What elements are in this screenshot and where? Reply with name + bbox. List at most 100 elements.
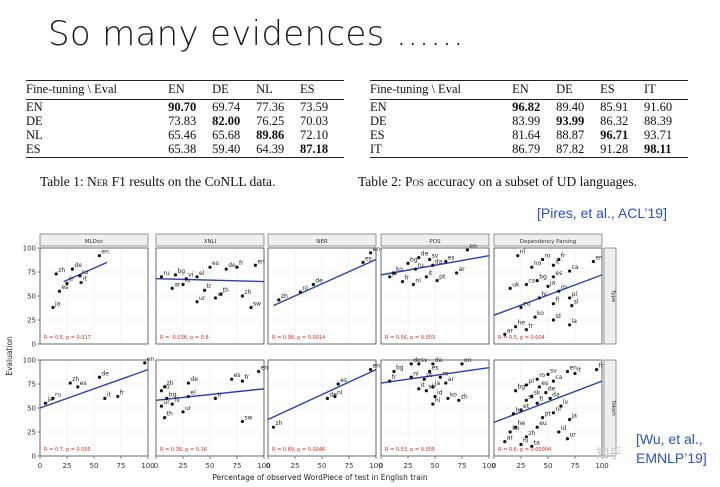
point-label: da (552, 391, 560, 398)
point-label: tr (207, 283, 212, 290)
point-label: vi (188, 272, 194, 279)
point-label: ro (539, 372, 545, 379)
point-label: ar (174, 281, 181, 288)
x-tick-label: 25 (291, 462, 300, 470)
data-point (97, 375, 101, 379)
data-point (530, 265, 534, 269)
table-row: ES 81.64 88.87 96.71 93.71 (370, 128, 688, 142)
data-point (544, 391, 548, 395)
point-label: da (435, 357, 443, 364)
point-label: ko (450, 391, 457, 398)
table-cell: 72.10 (300, 128, 329, 142)
point-label: hi (435, 397, 441, 404)
data-point (277, 298, 281, 302)
table-cell: 89.86 (256, 128, 285, 142)
data-point (537, 296, 541, 300)
caption-suffix: accuracy on a subset of UD languages. (424, 174, 637, 189)
caption-task: Pos (405, 174, 425, 189)
table-cell: 96.71 (600, 128, 629, 142)
point-label: th (223, 287, 229, 294)
data-point (546, 372, 550, 376)
data-point (530, 394, 534, 399)
point-label: ur (569, 432, 576, 439)
point-label: bg (410, 256, 418, 263)
point-label: ar (507, 327, 514, 334)
data-point (557, 257, 561, 262)
scatter-grid-figure: MLDoc XNLI NER POS Dependency Parsing Type Tok… (0, 228, 630, 487)
point-label: da (435, 258, 443, 265)
data-point (409, 362, 413, 366)
column-header-it: IT (644, 80, 688, 100)
data-point (257, 369, 261, 374)
point-label: ar (448, 376, 455, 383)
data-point (230, 377, 234, 381)
point-label: ro (561, 284, 567, 291)
point-label: ar (507, 435, 514, 442)
data-point (181, 282, 185, 287)
data-point (422, 377, 426, 381)
data-point (97, 254, 101, 258)
data-point (541, 257, 545, 262)
point-label: pl (528, 378, 534, 385)
column-header-es: ES (300, 80, 344, 100)
table-row: EN 90.70 69.74 77.36 73.59 (26, 100, 344, 115)
table-cell: 88.87 (556, 128, 585, 142)
data-point (524, 282, 529, 287)
point-label: ru (82, 269, 88, 276)
point-label: fr (405, 275, 410, 282)
point-label: fr (120, 389, 125, 396)
data-point (557, 430, 561, 434)
data-point (559, 404, 563, 408)
column-header-en: EN (512, 80, 557, 100)
point-label: zh (58, 267, 65, 274)
data-point (514, 389, 518, 393)
data-point (511, 412, 516, 416)
x-tick-label: 100 (595, 462, 608, 470)
table-cell: 98.11 (644, 142, 688, 158)
point-label: ja (549, 279, 556, 286)
data-point (224, 267, 228, 271)
row-label: ES (26, 142, 169, 158)
data-point (79, 280, 83, 285)
data-point (508, 430, 512, 434)
regression-line (493, 274, 603, 316)
header-corner-label: Fine-tuning \ Eval (370, 80, 513, 100)
table-cell: 91.60 (644, 100, 673, 114)
point-label: it (428, 270, 433, 277)
y-tick-label: 100 (23, 245, 36, 253)
data-point (186, 394, 190, 399)
point-label: de (74, 262, 82, 269)
column-strip (267, 233, 377, 247)
data-point (159, 275, 163, 279)
table-cell: 65.46 (168, 128, 197, 142)
data-point (551, 302, 556, 306)
point-label: en (373, 363, 381, 370)
row-strip (603, 247, 617, 345)
point-label: ko (512, 425, 519, 432)
point-label: ur (199, 295, 206, 302)
column-title: Dependency Parsing (520, 239, 576, 245)
point-label: ur (163, 399, 170, 406)
point-label: sw (253, 301, 261, 308)
x-tick-label: 0 (492, 462, 496, 470)
data-point (457, 398, 461, 402)
point-label: de (421, 251, 429, 258)
point-label: de (329, 391, 337, 398)
column-header-nl: NL (256, 80, 301, 100)
citation-wu-line2: EMNLP’19] (636, 450, 707, 466)
regression-line (155, 278, 265, 283)
data-point (533, 315, 537, 319)
point-label: id (555, 313, 561, 320)
row-label: EN (26, 100, 43, 114)
x-tick-label: 25 (63, 462, 72, 470)
point-label: sv (421, 357, 428, 364)
data-point (203, 288, 207, 292)
data-point (159, 404, 163, 408)
point-label: ro (442, 370, 448, 377)
table-row: EN 96.82 89.40 85.91 91.60 (370, 100, 688, 115)
data-point (431, 263, 435, 267)
data-point (460, 362, 464, 366)
point-label: es (61, 284, 68, 291)
data-point (70, 267, 74, 271)
correlation-annotation: R = -0.036, p = 0.8 (160, 335, 209, 341)
